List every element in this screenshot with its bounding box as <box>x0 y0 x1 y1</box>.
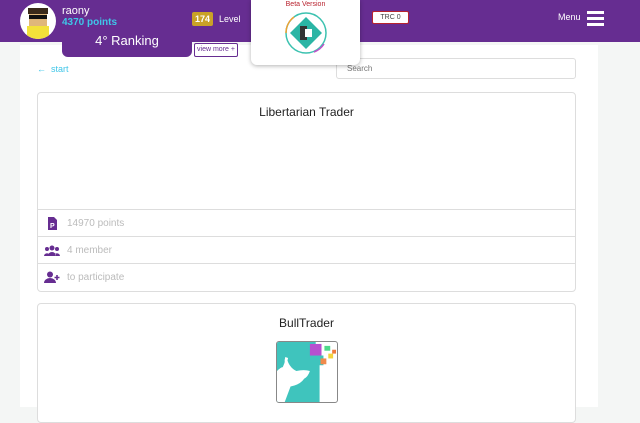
beta-label: Beta Version <box>285 1 326 8</box>
group-title: Libertarian Trader <box>259 105 354 119</box>
app-logo-icon[interactable] <box>284 11 328 55</box>
ranking-tab[interactable]: 4° Ranking <box>62 28 192 57</box>
user-plus-icon <box>44 271 60 283</box>
group-members-row: 4 member <box>38 236 575 263</box>
users-icon <box>44 245 60 256</box>
view-more-button[interactable]: view more + <box>194 43 238 57</box>
group-points-row: P 14970 points <box>38 209 575 236</box>
user-name: raony <box>62 5 90 17</box>
back-label: start <box>51 64 69 74</box>
participate-row[interactable]: to participate <box>38 263 575 290</box>
group-card[interactable]: Libertarian Trader P 14970 points 4 memb… <box>37 92 576 292</box>
group-title: BullTrader <box>279 316 334 330</box>
group-points: 14970 points <box>67 218 125 229</box>
svg-text:P: P <box>50 223 55 230</box>
level-label: Level <box>219 14 241 24</box>
search-input[interactable] <box>336 58 576 79</box>
avatar[interactable] <box>20 3 56 39</box>
participate-link[interactable]: to participate <box>67 272 125 283</box>
bull-logo-icon <box>276 341 338 403</box>
group-card[interactable]: BullTrader <box>37 303 576 423</box>
back-link[interactable]: ← start <box>37 64 69 74</box>
points-document-icon: P <box>48 217 57 230</box>
hamburger-icon[interactable] <box>587 11 604 26</box>
trc-balance-button[interactable]: TRC 0 <box>372 11 409 24</box>
user-points: 4370 points <box>62 17 118 28</box>
menu-label[interactable]: Menu <box>558 12 581 22</box>
group-members: 4 member <box>67 245 113 256</box>
beta-panel: Beta Version <box>251 0 360 65</box>
level-badge: 174 <box>192 12 214 26</box>
